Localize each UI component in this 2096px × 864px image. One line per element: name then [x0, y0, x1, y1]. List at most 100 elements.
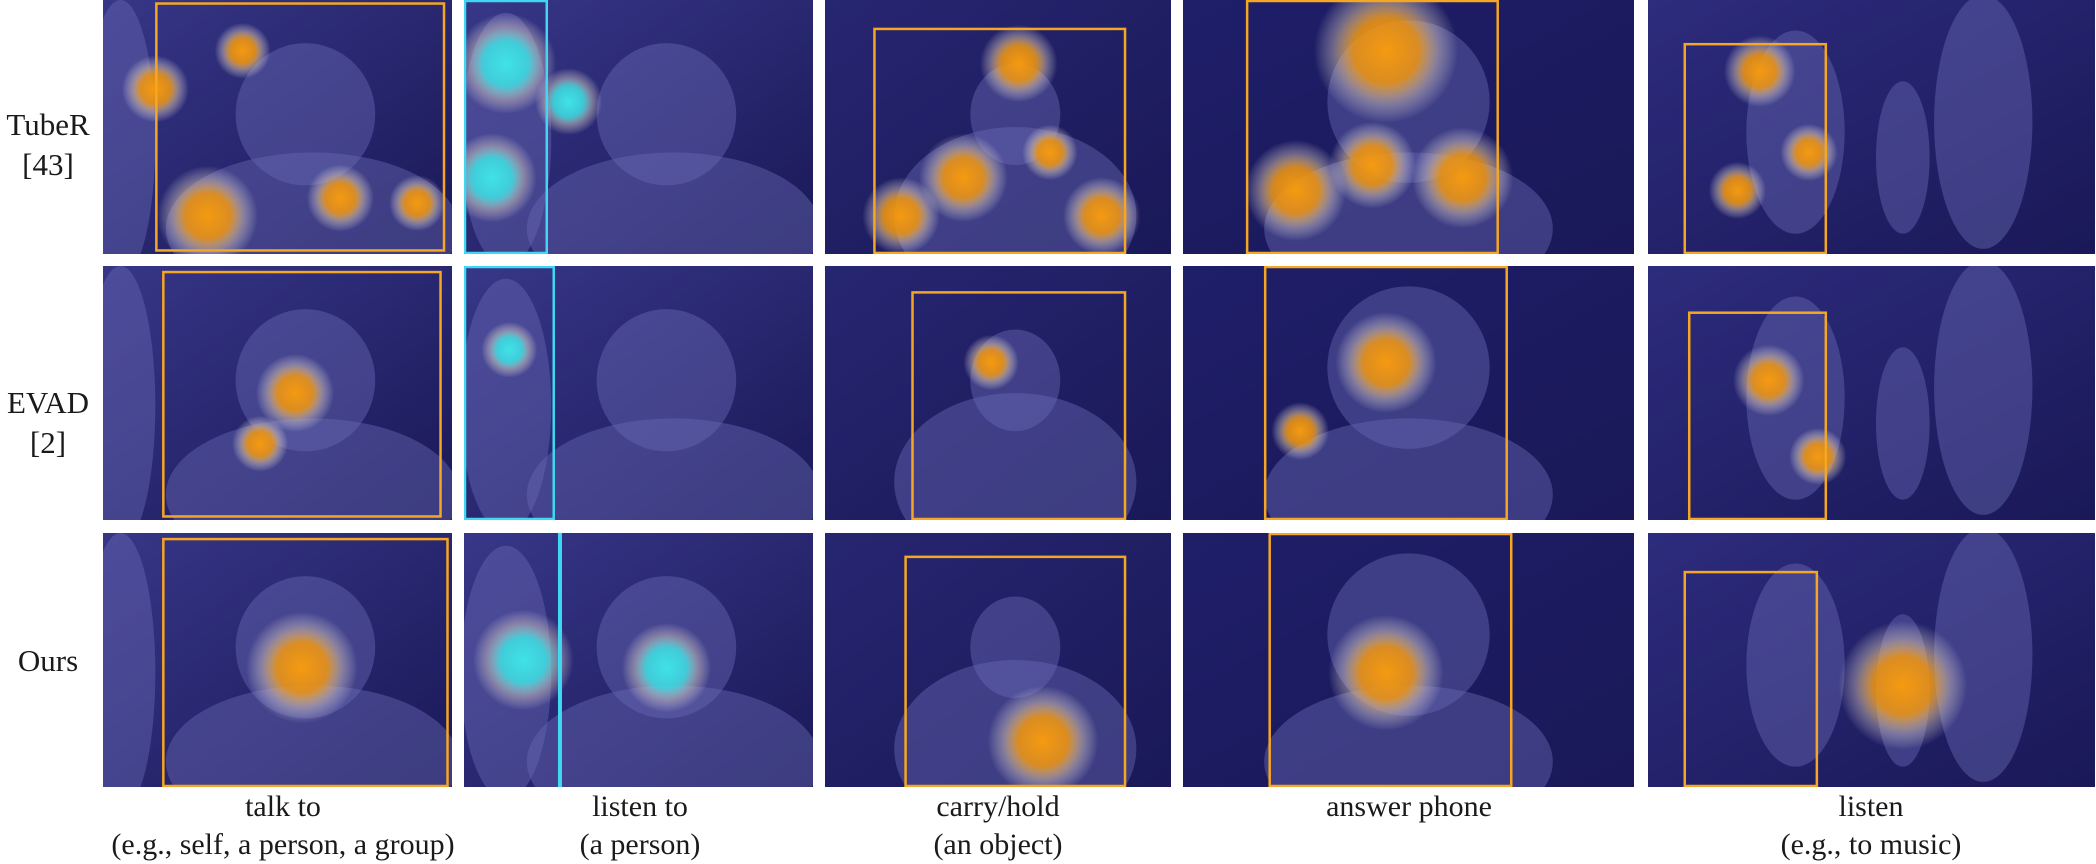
- attention-map: [103, 266, 452, 520]
- attention-map: [825, 0, 1171, 254]
- heat-blob: [255, 353, 335, 433]
- person-silhouette: [1934, 266, 2033, 515]
- attention-map: [1648, 266, 2095, 520]
- col-label-talk-to: talk to (e.g., self, a person, a group): [96, 788, 470, 864]
- attention-map: [825, 533, 1171, 787]
- heat-blob: [1789, 427, 1847, 486]
- panel-evad-talk-to: [103, 266, 452, 520]
- heat-blob: [232, 415, 288, 472]
- person-silhouette: [103, 533, 156, 787]
- attention-map: [464, 533, 813, 787]
- heat-blob: [389, 175, 446, 232]
- heat-blob: [963, 334, 1019, 391]
- heat-blob: [1063, 177, 1141, 254]
- bounding-box: [1268, 533, 1513, 787]
- bounding-box: [904, 555, 1127, 787]
- heat-blob: [1708, 161, 1767, 220]
- panel-evad-answer-phone: [1183, 266, 1634, 520]
- person-silhouette: [1875, 347, 1930, 500]
- person-silhouette: [1934, 533, 2033, 782]
- col-label-line2: (e.g., to music): [1780, 828, 1962, 861]
- bounding-box: [162, 537, 449, 787]
- heat-blob: [535, 68, 603, 136]
- bounding-box: [162, 270, 442, 518]
- attention-tint: [1648, 0, 2095, 254]
- panel-tuber-carry-hold: [825, 0, 1171, 254]
- row-label-ours: Ours: [0, 641, 96, 681]
- heat-blob: [987, 685, 1099, 787]
- heat-blob: [246, 611, 358, 724]
- attention-map: [103, 533, 452, 787]
- row-label-line1: TubeR: [6, 107, 90, 142]
- heat-blob: [919, 133, 1008, 223]
- attention-map: [1183, 0, 1634, 254]
- person-silhouette: [1264, 418, 1553, 520]
- person-silhouette: [970, 596, 1061, 699]
- panel-ours-answer-phone: [1183, 533, 1634, 787]
- col-label-listen-to: listen to (a person): [462, 788, 818, 864]
- row-label-line1: EVAD: [6, 385, 90, 420]
- heat-blob: [1335, 312, 1437, 414]
- heat-blob: [1412, 127, 1514, 229]
- col-label-line1: answer phone: [1326, 790, 1492, 823]
- col-label-line1: talk to: [245, 790, 321, 823]
- bounding-box: [1683, 42, 1828, 254]
- bounding-box: [464, 0, 549, 254]
- heat-blob: [1245, 139, 1347, 242]
- panel-ours-listen-to: [464, 533, 813, 787]
- heat-blob: [464, 133, 537, 223]
- heat-blob: [1780, 123, 1838, 182]
- scene-background: [464, 266, 813, 520]
- person-silhouette: [235, 43, 376, 186]
- panel-tuber-talk-to: [103, 0, 452, 254]
- col-label-listen: listen (e.g., to music): [1646, 788, 2096, 864]
- attention-map: [1183, 266, 1634, 520]
- col-label-line1: listen: [1838, 790, 1904, 823]
- heat-blob: [862, 177, 940, 254]
- heat-blob: [473, 609, 574, 711]
- heat-blob: [980, 24, 1058, 103]
- panel-ours-carry-hold: [825, 533, 1171, 787]
- bounding-box: [873, 27, 1127, 254]
- person-silhouette: [1875, 81, 1930, 234]
- bounding-box: [911, 291, 1127, 520]
- heat-blob: [1271, 402, 1330, 460]
- row-label-evad: EVAD [2]: [0, 383, 96, 463]
- person-silhouette: [1934, 0, 2033, 249]
- panel-tuber-listen-to: [464, 0, 813, 254]
- person-silhouette: [526, 418, 813, 520]
- panel-evad-listen: [1648, 266, 2095, 520]
- attention-tint: [825, 266, 1171, 520]
- heat-blob: [1838, 621, 1968, 750]
- attention-map: [825, 266, 1171, 520]
- row-label-line2: [2]: [29, 425, 67, 460]
- heat-blob: [214, 22, 271, 79]
- attention-map: [103, 0, 452, 254]
- heat-blob: [621, 622, 712, 713]
- heat-blob: [481, 321, 538, 378]
- col-label-answer-phone: answer phone: [1182, 788, 1636, 826]
- bounding-box: [464, 266, 555, 520]
- person-silhouette: [596, 309, 737, 452]
- panel-tuber-listen: [1648, 0, 2095, 254]
- person-silhouette: [894, 393, 1137, 520]
- row-label-line2: [43]: [22, 147, 74, 182]
- col-label-line2: (an object): [933, 828, 1063, 861]
- heat-blob: [1732, 344, 1805, 417]
- row-label-tuber: TubeR [43]: [0, 105, 96, 185]
- col-label-line2: (a person): [579, 828, 701, 861]
- heat-blob: [1328, 614, 1444, 731]
- scene-background: [1648, 266, 2095, 520]
- bounding-box: [1683, 570, 1819, 787]
- person-silhouette: [1264, 685, 1553, 787]
- attention-map: [464, 266, 813, 520]
- attention-map: [464, 0, 813, 254]
- bounding-box: [1245, 0, 1499, 254]
- panel-ours-listen: [1648, 533, 2095, 787]
- person-silhouette: [165, 685, 452, 787]
- col-label-line1: carry/hold: [936, 790, 1060, 823]
- attention-map: [1183, 533, 1634, 787]
- row-label-line1: Ours: [17, 643, 79, 678]
- attention-map: [1648, 0, 2095, 254]
- heat-blob: [1329, 121, 1416, 209]
